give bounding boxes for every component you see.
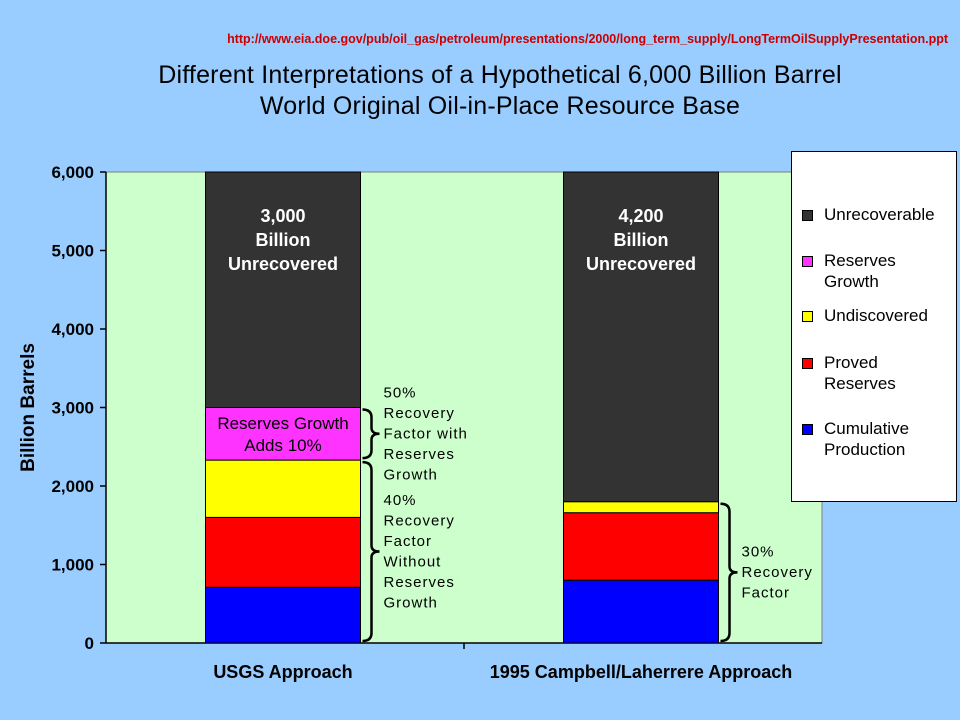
brace-annotation-text: Factor [742, 585, 791, 602]
legend-swatch [802, 256, 813, 267]
bar-annotation-text: Unrecovered [586, 254, 696, 274]
legend-label: Cumulative Production [824, 419, 910, 459]
brace-annotation-text: Growth [384, 467, 438, 484]
y-tick-label: 4,000 [51, 320, 94, 339]
x-category-label: USGS Approach [213, 662, 352, 682]
bar-cumulative-production [563, 579, 719, 644]
curly-brace [362, 460, 380, 643]
bar-annotation-text: Unrecovered [228, 254, 338, 274]
brace-annotation-text: 30% [742, 544, 775, 561]
y-tick-label: 5,000 [51, 242, 94, 261]
brace-annotation-text: Factor with [384, 426, 468, 443]
source-url: http://www.eia.doe.gov/pub/oil_gas/petro… [227, 32, 948, 46]
legend-label: Undiscovered [824, 306, 928, 325]
bar-unrecoverable [205, 171, 361, 408]
curly-brace [720, 502, 738, 643]
brace-annotation-text: Reserves [384, 446, 455, 463]
page-title: Different Interpretations of a Hypotheti… [80, 60, 920, 122]
y-tick-label: 2,000 [51, 477, 94, 496]
legend-swatch [802, 311, 813, 322]
page-title-line-2: World Original Oil-in-Place Resource Bas… [259, 92, 741, 120]
y-tick-label: 6,000 [51, 163, 94, 182]
y-tick-label: 1,000 [51, 556, 94, 575]
legend-swatch [802, 424, 813, 435]
bar-undiscovered [563, 501, 719, 514]
brace-annotation-text: Without [384, 554, 442, 571]
bar-reserves-growth [205, 407, 361, 461]
legend-swatch [802, 358, 813, 369]
bar-annotation-text: Billion [256, 230, 311, 250]
bar-proved-reserves [205, 516, 361, 588]
bar-undiscovered [205, 459, 361, 518]
brace-annotation-text: Factor [384, 533, 433, 550]
chart-legend: Unrecoverable Reserves Growth Undiscovered… [791, 151, 957, 502]
bar-annotation-text: Billion [614, 230, 669, 250]
brace-annotation-text: Recovery [384, 405, 455, 422]
brace-annotation-text: 50% [384, 385, 417, 402]
bar-annotation-text: 4,200 [618, 206, 663, 226]
legend-swatch [802, 210, 813, 221]
y-axis-label: Billion Barrels [18, 343, 39, 472]
y-tick-label: 0 [85, 634, 94, 653]
bar-annotation-text: Reserves Growth [217, 414, 348, 433]
y-tick-label: 3,000 [51, 399, 94, 418]
bar-annotation-text: 3,000 [260, 206, 305, 226]
legend-label: Reserves Growth [824, 251, 896, 291]
brace-annotation-text: 40% [384, 492, 417, 509]
bar-annotation-text: Adds 10% [244, 436, 322, 455]
x-category-label: 1995 Campbell/Laherrere Approach [490, 662, 792, 682]
brace-annotation-text: Reserves [384, 574, 455, 591]
curly-brace [362, 408, 380, 460]
legend-label: Unrecoverable [824, 205, 935, 224]
brace-annotation-text: Recovery [742, 564, 813, 581]
page-title-line-1: Different Interpretations of a Hypotheti… [158, 61, 842, 89]
legend-label: Proved Reserves [824, 353, 896, 393]
bar-proved-reserves [563, 512, 719, 581]
bar-cumulative-production [205, 586, 361, 644]
brace-annotation-text: Growth [384, 595, 438, 612]
bar-unrecoverable [563, 171, 719, 503]
brace-annotation-text: Recovery [384, 513, 455, 530]
